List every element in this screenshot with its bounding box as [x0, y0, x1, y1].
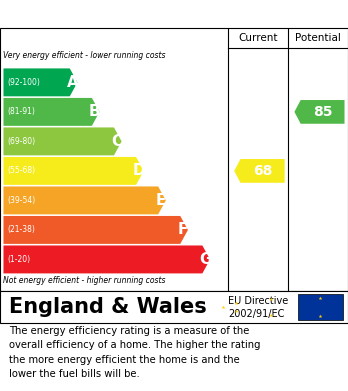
Text: B: B [89, 104, 100, 119]
Polygon shape [3, 246, 210, 273]
Polygon shape [3, 187, 166, 214]
Text: D: D [133, 163, 145, 178]
Text: The energy efficiency rating is a measure of the
overall efficiency of a home. T: The energy efficiency rating is a measur… [9, 326, 260, 379]
Text: Potential: Potential [295, 33, 341, 43]
Text: C: C [111, 134, 122, 149]
Polygon shape [3, 98, 100, 126]
FancyBboxPatch shape [298, 294, 343, 320]
Polygon shape [294, 100, 345, 124]
Polygon shape [3, 127, 122, 155]
Text: England & Wales: England & Wales [9, 297, 206, 317]
Text: (1-20): (1-20) [7, 255, 30, 264]
Text: (21-38): (21-38) [7, 226, 35, 235]
Text: G: G [199, 252, 211, 267]
Text: Energy Efficiency Rating: Energy Efficiency Rating [9, 7, 219, 22]
Text: E: E [156, 193, 166, 208]
Text: (55-68): (55-68) [7, 167, 35, 176]
Text: 68: 68 [253, 164, 272, 178]
Text: Very energy efficient - lower running costs: Very energy efficient - lower running co… [3, 51, 166, 60]
Text: (92-100): (92-100) [7, 78, 40, 87]
Text: A: A [66, 75, 78, 90]
Text: 2002/91/EC: 2002/91/EC [228, 309, 284, 319]
Polygon shape [3, 157, 144, 185]
Text: (39-54): (39-54) [7, 196, 35, 205]
Polygon shape [3, 216, 188, 244]
Text: Current: Current [238, 33, 278, 43]
Polygon shape [234, 159, 285, 183]
Text: EU Directive: EU Directive [228, 296, 288, 306]
Text: (81-91): (81-91) [7, 108, 35, 117]
Polygon shape [3, 68, 77, 96]
Text: (69-80): (69-80) [7, 137, 35, 146]
Text: F: F [178, 222, 188, 237]
Text: Not energy efficient - higher running costs: Not energy efficient - higher running co… [3, 276, 166, 285]
Text: 85: 85 [313, 105, 332, 119]
